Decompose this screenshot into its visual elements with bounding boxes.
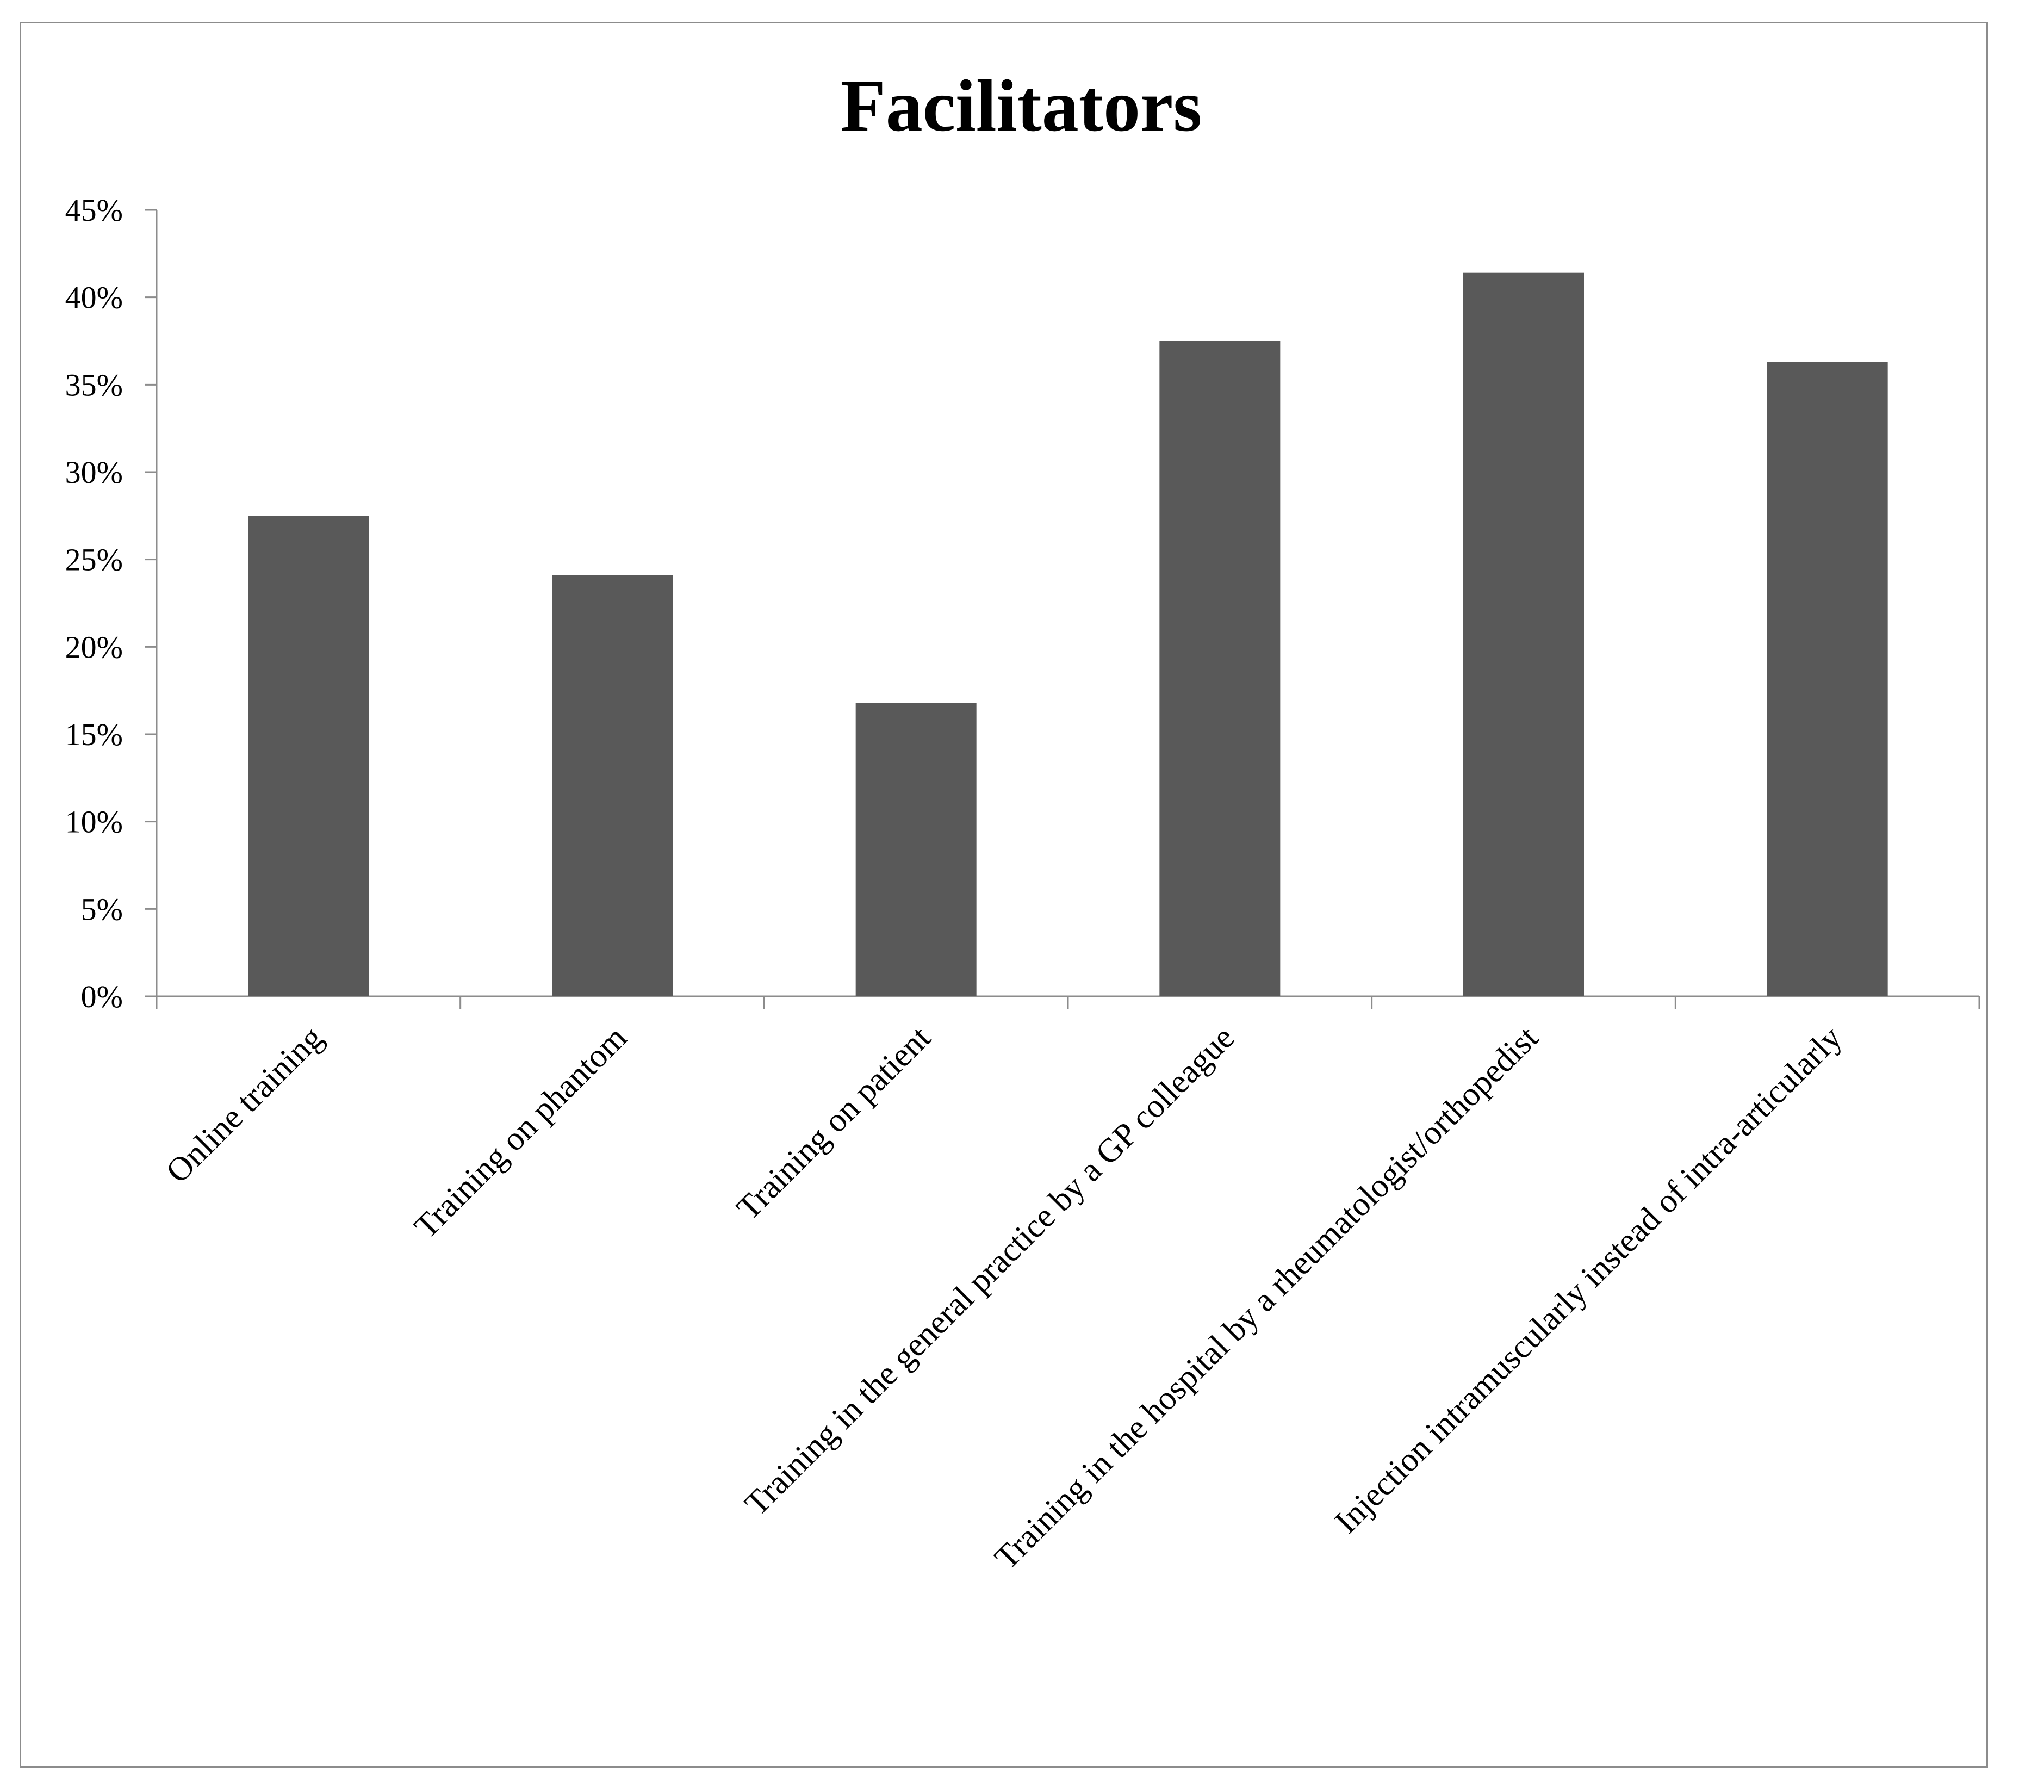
x-category-label: Training on phantom — [407, 1019, 634, 1246]
bar — [1767, 362, 1888, 996]
category-labels: Online training Training on phantom Traini… — [159, 1019, 1849, 1577]
y-tick-label: 40% — [65, 280, 123, 315]
y-tick-label: 0% — [81, 979, 123, 1014]
y-tick-label: 35% — [65, 367, 123, 402]
y-tick-label: 10% — [65, 804, 123, 840]
y-tick-label: 5% — [81, 891, 123, 927]
x-category-label: Training on patient — [730, 1019, 938, 1227]
x-axis — [156, 995, 1980, 1009]
x-category-label: Online training — [159, 1019, 331, 1190]
y-axis: 0% 5% 10% 15% 20% 25% 30% 35% 40% 45% — [65, 193, 158, 1014]
bars-group — [248, 272, 1888, 997]
chart-title: Facilitators — [841, 65, 1202, 147]
y-tick-label: 15% — [65, 717, 123, 752]
x-category-label: Training in the hospital by a rheumatolo… — [987, 1019, 1545, 1577]
y-tick-label: 20% — [65, 629, 123, 665]
x-category-label: Training in the general practice by a GP… — [738, 1019, 1241, 1523]
bar — [552, 575, 673, 996]
bar — [1159, 341, 1281, 996]
bar — [1463, 272, 1584, 997]
y-tick-label: 45% — [65, 193, 123, 228]
bar — [248, 516, 369, 996]
y-tick-label: 25% — [65, 542, 123, 578]
y-tick-label: 30% — [65, 455, 123, 490]
bar — [855, 703, 977, 996]
x-category-label: Injection intramuscularly instead of int… — [1328, 1019, 1849, 1541]
